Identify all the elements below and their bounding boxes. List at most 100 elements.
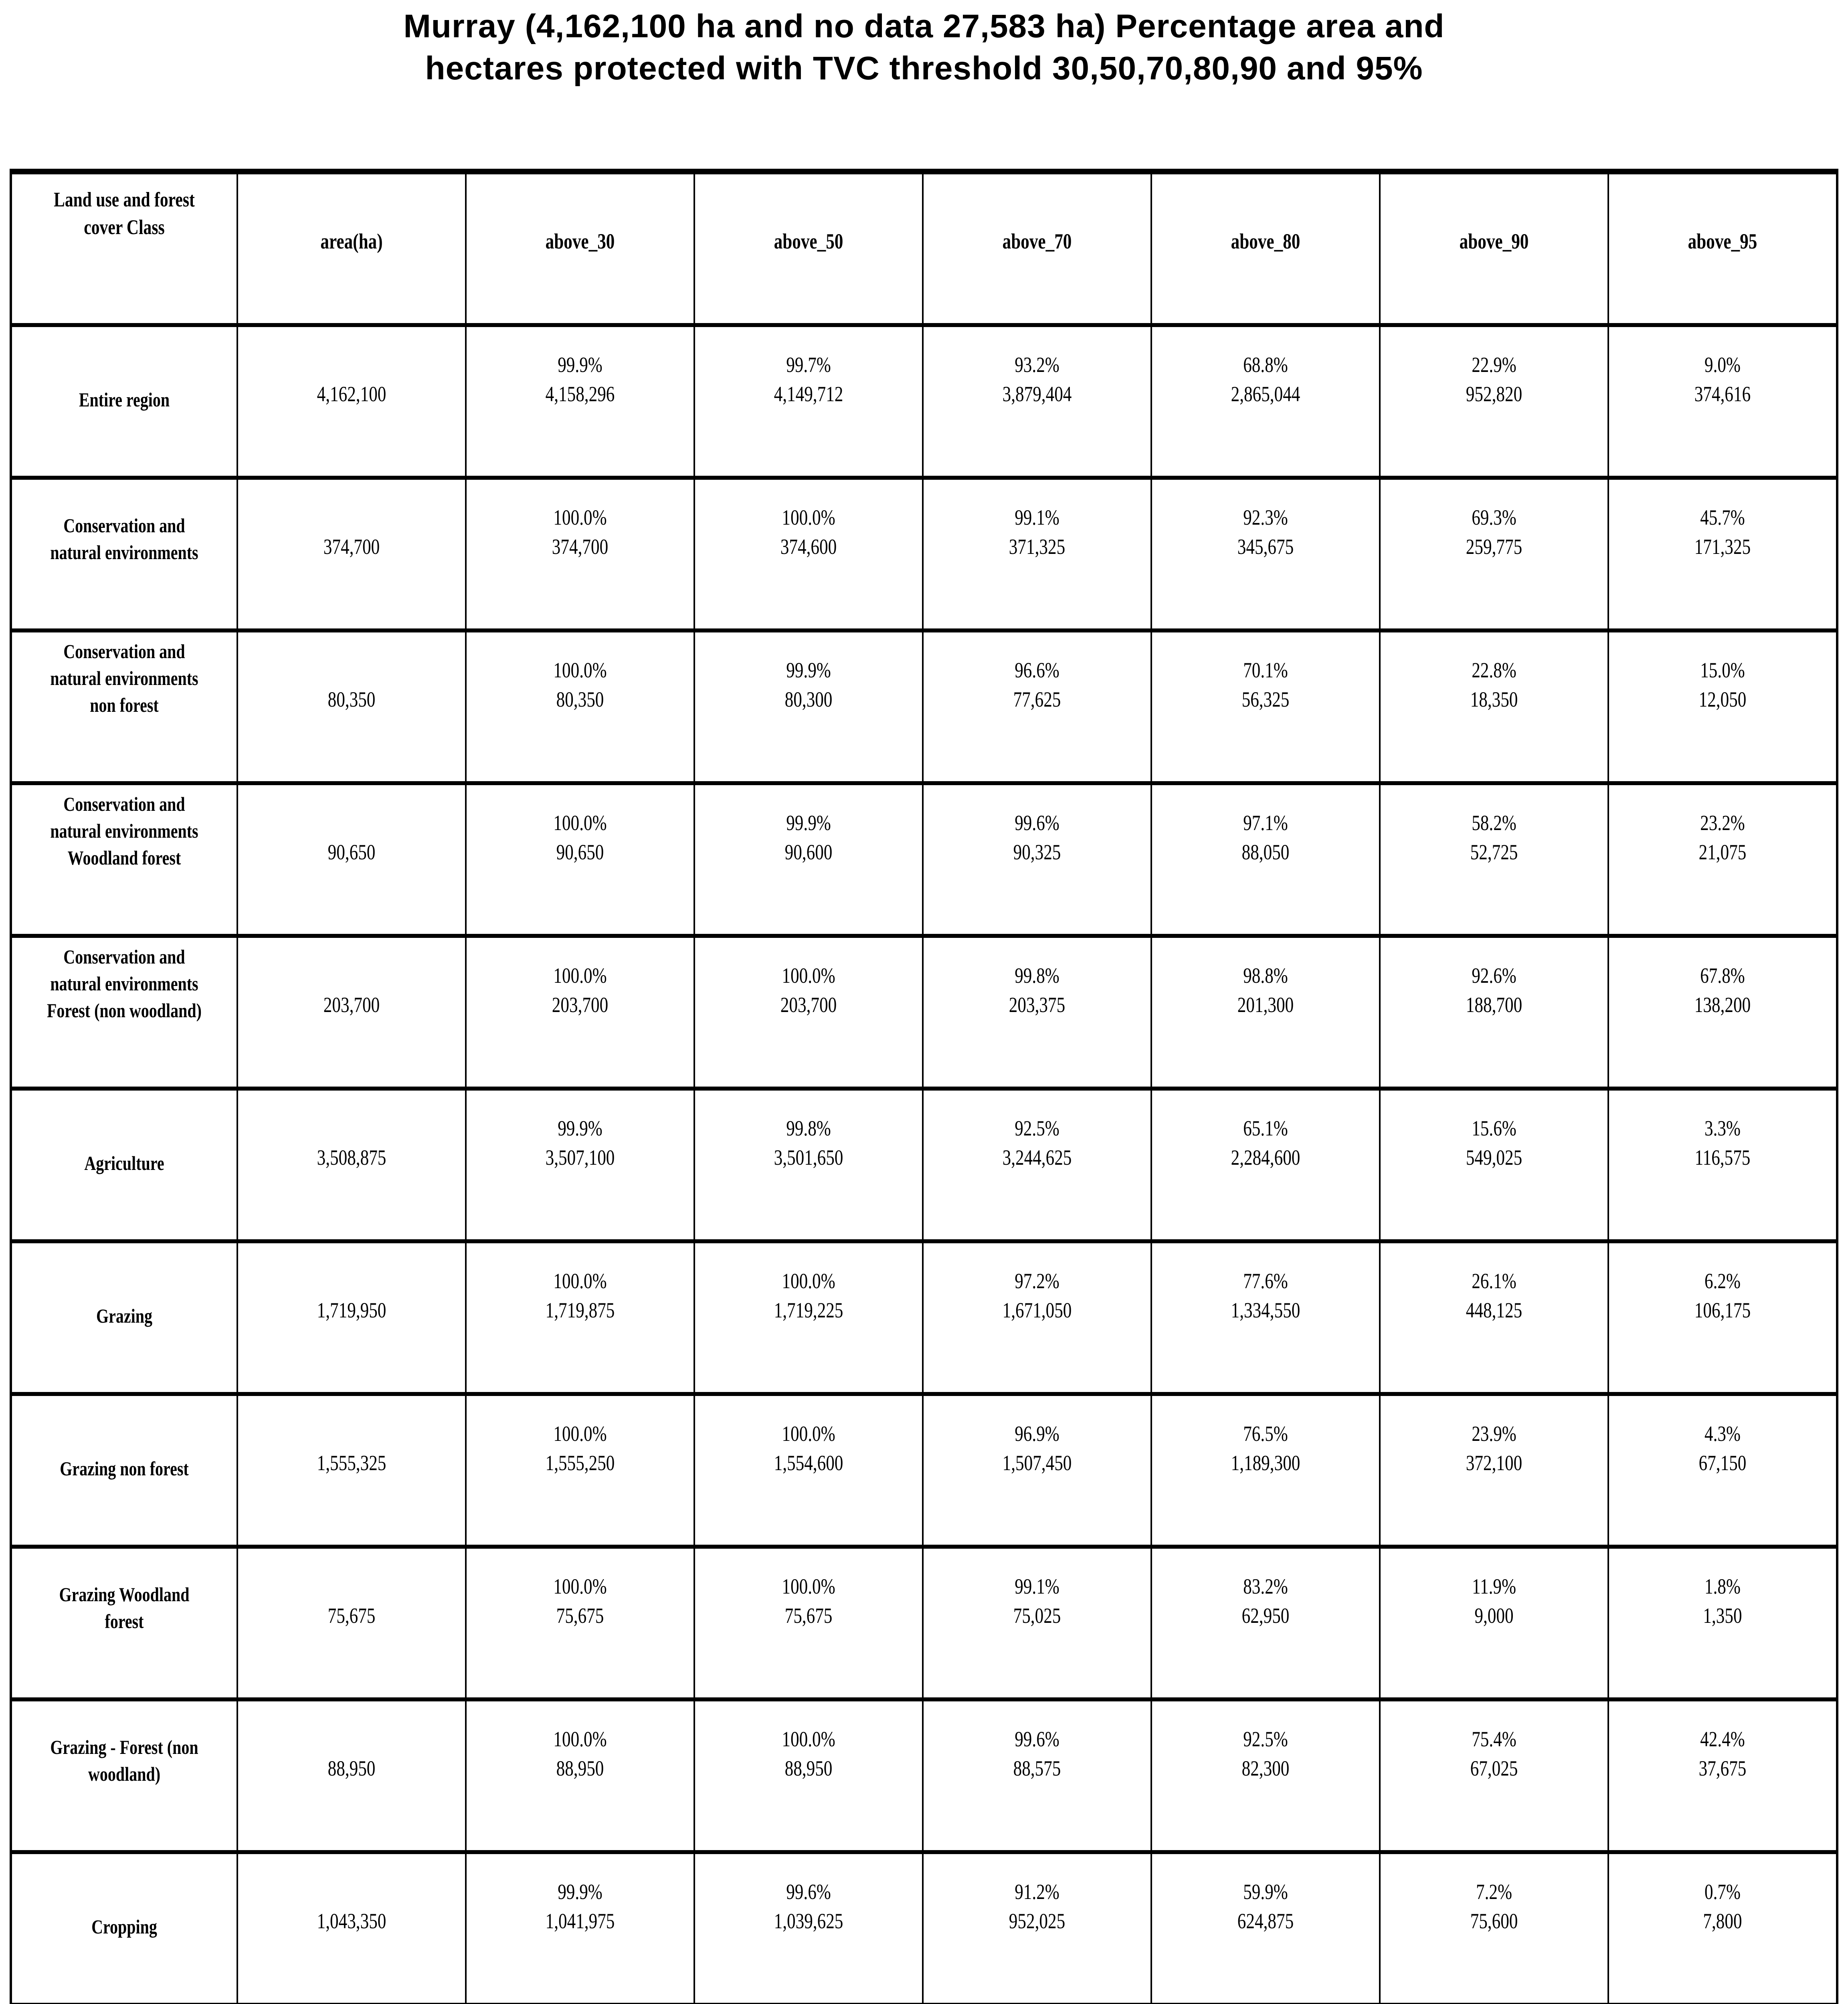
header-cell-above-90: above_90 <box>1379 174 1607 323</box>
row-label-cell: Conservation and natural environments Fo… <box>12 938 237 1087</box>
threshold-cell: 97.2% 1,671,050 <box>922 1243 1150 1392</box>
threshold-cell: 100.0% 203,700 <box>694 938 922 1087</box>
hectares-value: 448,125 <box>1466 1298 1522 1323</box>
threshold-cell: 91.2% 952,025 <box>922 1854 1150 2003</box>
header-label: above_80 <box>1231 229 1300 254</box>
percent-value: 99.8% <box>1015 964 1059 988</box>
row-label: Conservation and natural environments <box>50 514 198 564</box>
row-label: Grazing non forest <box>60 1457 189 1480</box>
threshold-cell: 65.1% 2,284,600 <box>1150 1091 1379 1239</box>
threshold-cell: 22.9% 952,820 <box>1379 327 1607 476</box>
threshold-cell: 59.9% 624,875 <box>1150 1854 1379 2003</box>
row-label: Conservation and natural environments Wo… <box>50 793 198 869</box>
percent-value: 100.0% <box>553 658 607 683</box>
hectares-value: 374,616 <box>1694 382 1751 406</box>
percent-value: 100.0% <box>553 1574 607 1599</box>
row-label: Grazing - Forest (non woodland) <box>50 1736 198 1786</box>
hectares-value: 1,555,250 <box>545 1451 615 1475</box>
header-cell-above-70: above_70 <box>922 174 1150 323</box>
threshold-cell: 100.0% 374,700 <box>465 480 694 628</box>
percent-value: 9.0% <box>1704 353 1741 377</box>
percent-value: 45.7% <box>1700 505 1745 530</box>
row-label-cell: Conservation and natural environments no… <box>12 632 237 781</box>
hectares-value: 1,719,225 <box>774 1298 843 1323</box>
table-row: Conservation and natural environments no… <box>12 632 1836 785</box>
threshold-cell: 15.6% 549,025 <box>1379 1091 1607 1239</box>
threshold-cell: 4.3% 67,150 <box>1607 1396 1836 1545</box>
threshold-cell: 6.2% 106,175 <box>1607 1243 1836 1392</box>
hectares-value: 1,334,550 <box>1231 1298 1300 1323</box>
percent-value: 99.9% <box>558 1880 603 1904</box>
area-value: 90,650 <box>328 840 376 865</box>
hectares-value: 3,507,100 <box>545 1145 615 1170</box>
percent-value: 100.0% <box>782 1727 835 1751</box>
row-label: Grazing Woodland forest <box>59 1583 190 1633</box>
hectares-value: 374,600 <box>780 535 837 559</box>
threshold-cell: 22.8% 18,350 <box>1379 632 1607 781</box>
hectares-value: 952,820 <box>1466 382 1522 406</box>
threshold-cell: 93.2% 3,879,404 <box>922 327 1150 476</box>
percent-value: 3.3% <box>1704 1116 1741 1141</box>
percent-value: 100.0% <box>782 964 835 988</box>
hectares-value: 1,671,050 <box>1002 1298 1072 1323</box>
percent-value: 100.0% <box>553 505 607 530</box>
hectares-value: 67,025 <box>1470 1756 1518 1781</box>
hectares-value: 374,700 <box>552 535 609 559</box>
area-cell: 1,555,325 <box>237 1396 465 1545</box>
hectares-value: 7,800 <box>1703 1909 1742 1933</box>
hectares-value: 2,284,600 <box>1231 1145 1300 1170</box>
threshold-cell: 92.5% 82,300 <box>1150 1701 1379 1850</box>
hectares-value: 138,200 <box>1694 993 1751 1017</box>
threshold-cell: 7.2% 75,600 <box>1379 1854 1607 2003</box>
row-label: Entire region <box>79 388 170 411</box>
percent-value: 97.1% <box>1243 811 1288 835</box>
percent-value: 100.0% <box>553 1727 607 1751</box>
threshold-cell: 15.0% 12,050 <box>1607 632 1836 781</box>
threshold-cell: 100.0% 80,350 <box>465 632 694 781</box>
hectares-value: 1,039,625 <box>774 1909 843 1933</box>
percent-value: 100.0% <box>782 1574 835 1599</box>
hectares-value: 201,300 <box>1237 993 1294 1017</box>
threshold-cell: 100.0% 1,719,225 <box>694 1243 922 1392</box>
percent-value: 59.9% <box>1243 1880 1288 1904</box>
percent-value: 100.0% <box>782 505 835 530</box>
hectares-value: 203,375 <box>1009 993 1066 1017</box>
percent-value: 77.6% <box>1243 1269 1288 1293</box>
area-cell: 203,700 <box>237 938 465 1087</box>
area-cell: 3,508,875 <box>237 1091 465 1239</box>
threshold-cell: 99.9% 4,158,296 <box>465 327 694 476</box>
threshold-cell: 100.0% 75,675 <box>465 1549 694 1697</box>
hectares-value: 90,600 <box>784 840 833 865</box>
page-title-line-1: Murray (4,162,100 ha and no data 27,583 … <box>403 8 1445 44</box>
area-value: 374,700 <box>323 535 380 559</box>
percent-value: 100.0% <box>553 964 607 988</box>
threshold-cell: 98.8% 201,300 <box>1150 938 1379 1087</box>
area-cell: 90,650 <box>237 785 465 934</box>
hectares-value: 624,875 <box>1237 1909 1294 1933</box>
area-cell: 4,162,100 <box>237 327 465 476</box>
percent-value: 68.8% <box>1243 353 1288 377</box>
threshold-cell: 99.8% 3,501,650 <box>694 1091 922 1239</box>
percent-value: 26.1% <box>1472 1269 1516 1293</box>
page-title: Murray (4,162,100 ha and no data 27,583 … <box>0 6 1848 90</box>
hectares-value: 3,244,625 <box>1002 1145 1072 1170</box>
hectares-value: 4,158,296 <box>545 382 615 406</box>
threshold-cell: 69.3% 259,775 <box>1379 480 1607 628</box>
hectares-value: 18,350 <box>1470 687 1518 712</box>
threshold-cell: 58.2% 52,725 <box>1379 785 1607 934</box>
percent-value: 76.5% <box>1243 1422 1288 1446</box>
percent-value: 99.9% <box>558 353 603 377</box>
threshold-cell: 99.1% 371,325 <box>922 480 1150 628</box>
area-value: 1,043,350 <box>317 1909 386 1933</box>
hectares-value: 259,775 <box>1466 535 1522 559</box>
hectares-value: 116,575 <box>1694 1145 1751 1170</box>
hectares-value: 21,075 <box>1698 840 1747 865</box>
percent-value: 7.2% <box>1476 1880 1512 1904</box>
threshold-cell: 99.7% 4,149,712 <box>694 327 922 476</box>
threshold-cell: 100.0% 1,554,600 <box>694 1396 922 1545</box>
threshold-cell: 99.6% 90,325 <box>922 785 1150 934</box>
header-cell-area: area(ha) <box>237 174 465 323</box>
hectares-value: 549,025 <box>1466 1145 1522 1170</box>
area-cell: 1,043,350 <box>237 1854 465 2003</box>
table-row: Conservation and natural environments Wo… <box>12 785 1836 938</box>
